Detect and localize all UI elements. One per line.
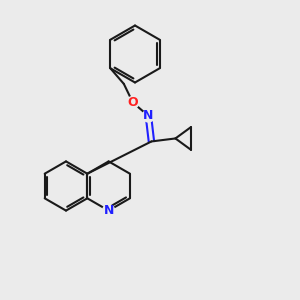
Text: O: O	[128, 96, 138, 109]
Circle shape	[142, 110, 154, 122]
Circle shape	[127, 96, 139, 108]
Circle shape	[103, 205, 115, 217]
Text: N: N	[103, 204, 114, 217]
Text: N: N	[143, 110, 154, 122]
